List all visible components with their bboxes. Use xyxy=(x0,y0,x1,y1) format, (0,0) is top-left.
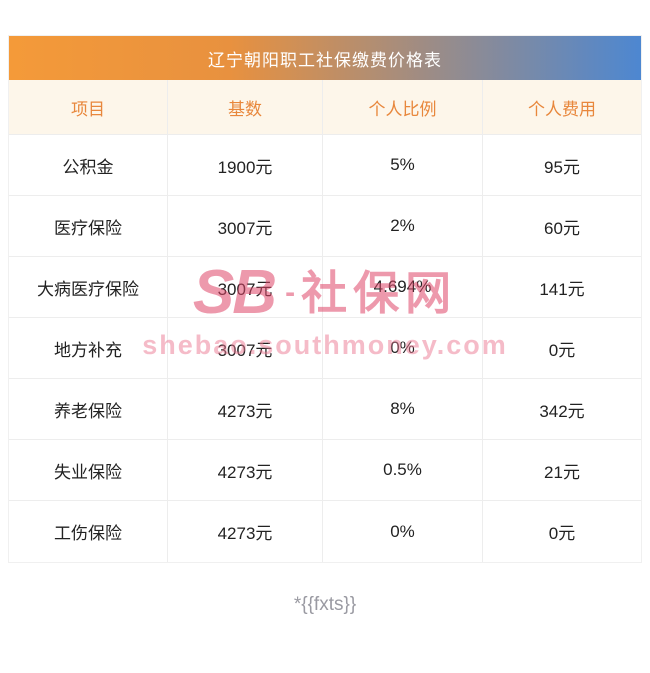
table-row: 失业保险 4273元 0.5% 21元 xyxy=(9,440,641,501)
cell-ratio: 0% xyxy=(323,318,483,379)
cell-item: 养老保险 xyxy=(9,379,168,440)
cell-ratio: 2% xyxy=(323,196,483,257)
cell-ratio: 4.694% xyxy=(323,257,483,318)
table-row: 医疗保险 3007元 2% 60元 xyxy=(9,196,641,257)
table-row: 公积金 1900元 5% 95元 xyxy=(9,135,641,196)
table-header-row: 项目 基数 个人比例 个人费用 xyxy=(9,80,641,135)
cell-base: 1900元 xyxy=(168,135,323,196)
cell-base: 4273元 xyxy=(168,440,323,501)
cell-fee: 342元 xyxy=(483,379,641,440)
cell-fee: 141元 xyxy=(483,257,641,318)
cell-fee: 0元 xyxy=(483,318,641,379)
cell-fee: 21元 xyxy=(483,440,641,501)
cell-item: 大病医疗保险 xyxy=(9,257,168,318)
cell-item: 医疗保险 xyxy=(9,196,168,257)
cell-base: 3007元 xyxy=(168,196,323,257)
table-title: 辽宁朝阳职工社保缴费价格表 xyxy=(9,36,641,80)
footer-note: *{{fxts}} xyxy=(293,594,357,615)
cell-base: 4273元 xyxy=(168,501,323,562)
cell-ratio: 0% xyxy=(323,501,483,562)
cell-item: 公积金 xyxy=(9,135,168,196)
cell-ratio: 5% xyxy=(323,135,483,196)
cell-base: 3007元 xyxy=(168,318,323,379)
cell-fee: 95元 xyxy=(483,135,641,196)
table-row: 大病医疗保险 3007元 4.694% 141元 xyxy=(9,257,641,318)
table-row: 地方补充 3007元 0% 0元 xyxy=(9,318,641,379)
cell-item: 失业保险 xyxy=(9,440,168,501)
column-header-personal-fee: 个人费用 xyxy=(483,80,641,135)
cell-base: 4273元 xyxy=(168,379,323,440)
cell-base: 3007元 xyxy=(168,257,323,318)
column-header-item: 项目 xyxy=(9,80,168,135)
cell-fee: 60元 xyxy=(483,196,641,257)
table-row: 养老保险 4273元 8% 342元 xyxy=(9,379,641,440)
social-security-price-table: 辽宁朝阳职工社保缴费价格表 项目 基数 个人比例 个人费用 公积金 1900元 … xyxy=(8,35,642,563)
cell-item: 地方补充 xyxy=(9,318,168,379)
cell-ratio: 8% xyxy=(323,379,483,440)
cell-item: 工伤保险 xyxy=(9,501,168,562)
cell-fee: 0元 xyxy=(483,501,641,562)
table-row: 工伤保险 4273元 0% 0元 xyxy=(9,501,641,562)
column-header-personal-ratio: 个人比例 xyxy=(323,80,483,135)
column-header-base: 基数 xyxy=(168,80,323,135)
cell-ratio: 0.5% xyxy=(323,440,483,501)
